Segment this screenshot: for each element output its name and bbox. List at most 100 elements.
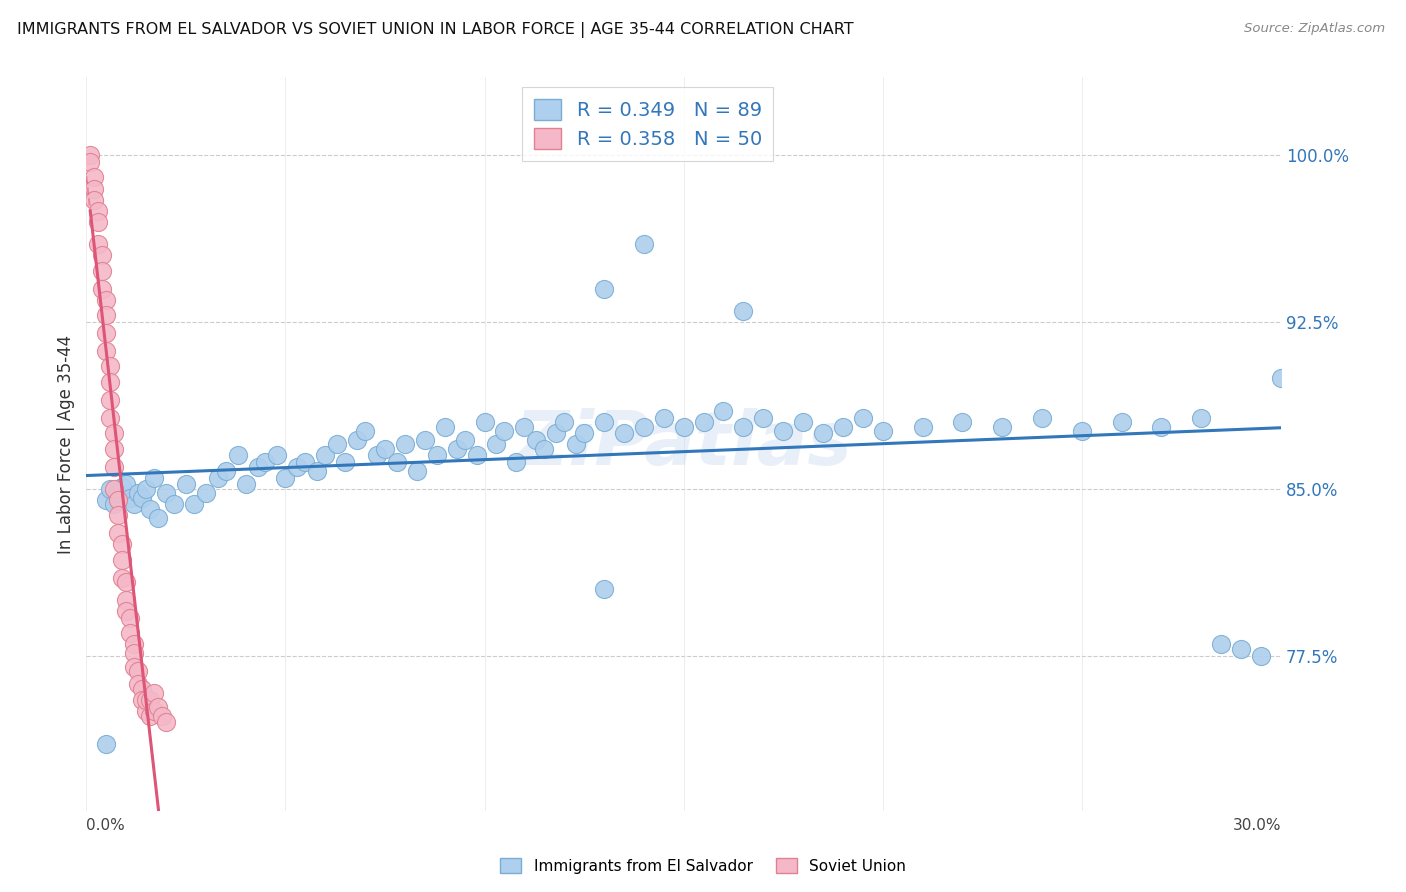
Point <box>139 501 162 516</box>
Point <box>183 497 205 511</box>
Point <box>79 155 101 169</box>
Point <box>115 604 138 618</box>
Point <box>572 426 595 441</box>
Point <box>733 419 755 434</box>
Point <box>83 181 105 195</box>
Point <box>127 677 149 691</box>
Point <box>1070 424 1092 438</box>
Point <box>91 264 114 278</box>
Y-axis label: In Labor Force | Age 35-44: In Labor Force | Age 35-44 <box>58 334 75 554</box>
Point <box>107 526 129 541</box>
Point <box>115 593 138 607</box>
Point <box>115 477 138 491</box>
Point <box>1230 641 1253 656</box>
Point <box>533 442 555 456</box>
Point <box>107 508 129 523</box>
Point <box>87 215 110 229</box>
Point <box>96 309 118 323</box>
Point <box>103 426 125 441</box>
Point <box>96 343 118 358</box>
Point <box>83 193 105 207</box>
Point <box>593 282 616 296</box>
Point <box>103 442 125 456</box>
Point <box>122 659 145 673</box>
Point <box>394 437 416 451</box>
Point <box>1211 637 1233 651</box>
Point <box>852 410 875 425</box>
Point <box>146 510 169 524</box>
Point <box>143 686 166 700</box>
Point <box>131 681 153 696</box>
Point <box>426 449 449 463</box>
Point <box>733 304 755 318</box>
Point <box>446 442 468 456</box>
Point <box>254 455 277 469</box>
Point <box>294 455 316 469</box>
Point <box>96 326 118 340</box>
Point <box>131 491 153 505</box>
Point <box>1111 415 1133 429</box>
Point <box>111 571 134 585</box>
Point <box>122 497 145 511</box>
Point <box>872 424 894 438</box>
Point <box>98 392 121 407</box>
Point <box>266 449 288 463</box>
Point <box>150 708 173 723</box>
Point <box>811 426 834 441</box>
Point <box>135 482 157 496</box>
Point <box>991 419 1014 434</box>
Point <box>593 415 616 429</box>
Point <box>752 410 775 425</box>
Text: 30.0%: 30.0% <box>1233 818 1281 833</box>
Point <box>950 415 973 429</box>
Point <box>792 415 814 429</box>
Point <box>87 203 110 218</box>
Point <box>87 237 110 252</box>
Point <box>911 419 934 434</box>
Point <box>103 497 125 511</box>
Point <box>143 470 166 484</box>
Point <box>120 611 142 625</box>
Point <box>474 415 496 429</box>
Point <box>1150 419 1173 434</box>
Point <box>1031 410 1053 425</box>
Point <box>832 419 855 434</box>
Point <box>215 464 238 478</box>
Point <box>135 704 157 718</box>
Point <box>333 455 356 469</box>
Point <box>163 497 186 511</box>
Point <box>103 459 125 474</box>
Point <box>413 433 436 447</box>
Point <box>285 459 308 474</box>
Point <box>485 437 508 451</box>
Point <box>1270 370 1292 384</box>
Point <box>672 419 695 434</box>
Point <box>346 433 368 447</box>
Point <box>139 693 162 707</box>
Legend: R = 0.349   N = 89, R = 0.358   N = 50: R = 0.349 N = 89, R = 0.358 N = 50 <box>522 87 773 161</box>
Point <box>98 359 121 374</box>
Point <box>122 637 145 651</box>
Text: 0.0%: 0.0% <box>86 818 125 833</box>
Point <box>91 282 114 296</box>
Point <box>120 626 142 640</box>
Point <box>207 470 229 484</box>
Point <box>633 237 655 252</box>
Point <box>115 575 138 590</box>
Point <box>226 449 249 463</box>
Point <box>453 433 475 447</box>
Point <box>155 486 177 500</box>
Point <box>79 148 101 162</box>
Point <box>143 704 166 718</box>
Point <box>120 491 142 505</box>
Point <box>122 646 145 660</box>
Point <box>98 375 121 389</box>
Point <box>405 464 427 478</box>
Point <box>111 553 134 567</box>
Point <box>174 477 197 491</box>
Point <box>307 464 329 478</box>
Point <box>194 486 217 500</box>
Point <box>91 248 114 262</box>
Point <box>135 693 157 707</box>
Point <box>127 664 149 678</box>
